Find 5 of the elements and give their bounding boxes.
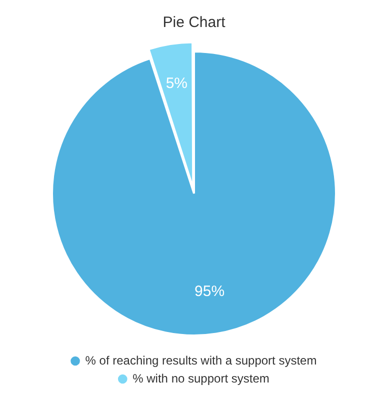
data-label: 5% (166, 75, 188, 92)
legend-label: % of reaching results with a support system (85, 353, 317, 368)
legend-label: % with no support system (132, 371, 270, 386)
data-label: 95% (194, 282, 225, 300)
chart-title: Pie Chart (162, 14, 226, 32)
